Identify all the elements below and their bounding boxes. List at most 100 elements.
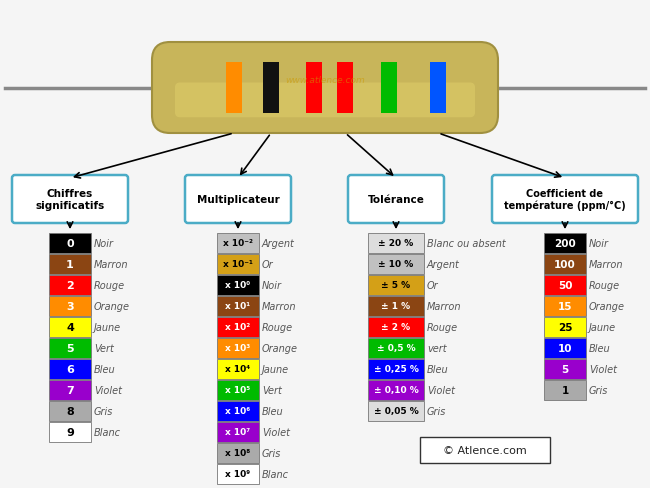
- Text: Orange: Orange: [589, 302, 625, 311]
- Text: x 10⁴: x 10⁴: [226, 365, 250, 374]
- FancyBboxPatch shape: [185, 176, 291, 224]
- Text: Bleu: Bleu: [262, 406, 283, 416]
- Text: x 10¹: x 10¹: [226, 302, 250, 311]
- Text: 7: 7: [66, 385, 74, 395]
- Text: x 10⁶: x 10⁶: [226, 407, 251, 416]
- Text: Jaune: Jaune: [589, 323, 616, 332]
- Text: Argent: Argent: [262, 239, 295, 248]
- Text: Gris: Gris: [427, 406, 447, 416]
- Text: © Atlence.com: © Atlence.com: [443, 445, 527, 455]
- FancyBboxPatch shape: [368, 317, 424, 337]
- Text: Violet: Violet: [427, 385, 455, 395]
- FancyBboxPatch shape: [217, 380, 259, 400]
- FancyBboxPatch shape: [348, 176, 444, 224]
- Text: 200: 200: [554, 239, 576, 248]
- FancyBboxPatch shape: [49, 317, 91, 337]
- FancyBboxPatch shape: [12, 176, 128, 224]
- FancyBboxPatch shape: [217, 422, 259, 442]
- Text: ± 1 %: ± 1 %: [382, 302, 411, 311]
- FancyBboxPatch shape: [544, 254, 586, 274]
- FancyBboxPatch shape: [217, 464, 259, 484]
- FancyBboxPatch shape: [217, 359, 259, 379]
- Text: Blanc ou absent: Blanc ou absent: [427, 239, 506, 248]
- FancyBboxPatch shape: [217, 401, 259, 421]
- Text: 15: 15: [558, 302, 572, 311]
- Text: 25: 25: [558, 323, 572, 332]
- Text: Rouge: Rouge: [94, 281, 125, 290]
- FancyBboxPatch shape: [217, 275, 259, 295]
- Text: x 10⁵: x 10⁵: [226, 386, 251, 395]
- FancyBboxPatch shape: [420, 437, 550, 463]
- Text: Violet: Violet: [94, 385, 122, 395]
- FancyBboxPatch shape: [368, 275, 424, 295]
- Text: Noir: Noir: [262, 281, 282, 290]
- Text: Violet: Violet: [589, 364, 617, 374]
- Text: Bleu: Bleu: [589, 343, 610, 353]
- Text: x 10⁻²: x 10⁻²: [223, 239, 253, 248]
- Text: x 10⁰: x 10⁰: [226, 281, 250, 290]
- FancyBboxPatch shape: [217, 234, 259, 253]
- FancyBboxPatch shape: [368, 359, 424, 379]
- FancyBboxPatch shape: [544, 380, 586, 400]
- Text: Orange: Orange: [262, 343, 298, 353]
- FancyBboxPatch shape: [217, 317, 259, 337]
- FancyBboxPatch shape: [49, 254, 91, 274]
- Text: x 10²: x 10²: [226, 323, 251, 332]
- FancyBboxPatch shape: [544, 338, 586, 358]
- FancyBboxPatch shape: [217, 443, 259, 463]
- FancyBboxPatch shape: [49, 401, 91, 421]
- FancyBboxPatch shape: [49, 275, 91, 295]
- FancyBboxPatch shape: [381, 63, 396, 114]
- Text: 1: 1: [562, 385, 569, 395]
- FancyBboxPatch shape: [306, 63, 322, 114]
- FancyBboxPatch shape: [492, 176, 638, 224]
- Text: 1: 1: [66, 260, 74, 269]
- FancyBboxPatch shape: [544, 275, 586, 295]
- Text: Gris: Gris: [94, 406, 113, 416]
- Text: 100: 100: [554, 260, 576, 269]
- FancyBboxPatch shape: [49, 296, 91, 316]
- Text: x 10³: x 10³: [226, 344, 251, 353]
- Text: 10: 10: [558, 343, 572, 353]
- Text: ± 0,25 %: ± 0,25 %: [374, 365, 419, 374]
- Text: Chiffres
significatifs: Chiffres significatifs: [35, 189, 105, 210]
- FancyBboxPatch shape: [368, 401, 424, 421]
- FancyBboxPatch shape: [544, 296, 586, 316]
- FancyBboxPatch shape: [49, 234, 91, 253]
- Text: 0: 0: [66, 239, 74, 248]
- FancyBboxPatch shape: [368, 380, 424, 400]
- FancyBboxPatch shape: [368, 338, 424, 358]
- Text: ± 2 %: ± 2 %: [382, 323, 411, 332]
- Text: Marron: Marron: [262, 302, 296, 311]
- Text: Blanc: Blanc: [262, 469, 289, 479]
- Text: 5: 5: [66, 343, 74, 353]
- Text: Tolérance: Tolérance: [367, 195, 424, 204]
- Text: Jaune: Jaune: [94, 323, 121, 332]
- Text: ± 5 %: ± 5 %: [382, 281, 411, 290]
- Text: Bleu: Bleu: [94, 364, 116, 374]
- Text: 8: 8: [66, 406, 74, 416]
- FancyBboxPatch shape: [217, 338, 259, 358]
- FancyBboxPatch shape: [430, 63, 447, 114]
- FancyBboxPatch shape: [368, 234, 424, 253]
- Text: x 10⁹: x 10⁹: [226, 469, 250, 479]
- Text: www.atlence.com: www.atlence.com: [285, 76, 365, 85]
- FancyBboxPatch shape: [368, 254, 424, 274]
- FancyBboxPatch shape: [49, 338, 91, 358]
- Text: Blanc: Blanc: [94, 427, 121, 437]
- Text: ± 10 %: ± 10 %: [378, 260, 413, 269]
- Text: 50: 50: [558, 281, 572, 290]
- Text: Orange: Orange: [94, 302, 130, 311]
- FancyBboxPatch shape: [226, 63, 242, 114]
- Text: Or: Or: [427, 281, 439, 290]
- Text: x 10⁻¹: x 10⁻¹: [223, 260, 253, 269]
- Text: ± 20 %: ± 20 %: [378, 239, 413, 248]
- Text: Rouge: Rouge: [589, 281, 620, 290]
- Text: 9: 9: [66, 427, 74, 437]
- Text: Noir: Noir: [94, 239, 114, 248]
- Text: Gris: Gris: [589, 385, 608, 395]
- Text: Rouge: Rouge: [262, 323, 293, 332]
- Text: Multiplicateur: Multiplicateur: [196, 195, 280, 204]
- Text: x 10⁷: x 10⁷: [226, 427, 251, 437]
- Text: ± 0,05 %: ± 0,05 %: [374, 407, 419, 416]
